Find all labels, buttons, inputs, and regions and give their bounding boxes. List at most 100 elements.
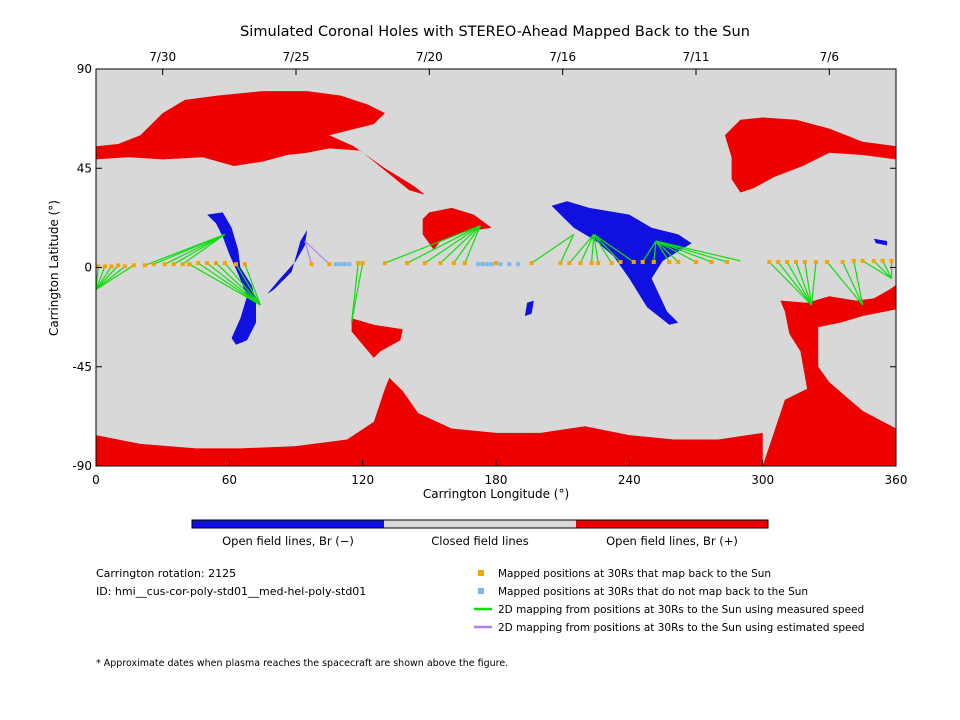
y-tick-label: 90: [77, 62, 92, 76]
measured-mapping-line: [464, 225, 481, 264]
mapped-position-point: [767, 259, 772, 264]
mapped-position-point: [776, 259, 781, 264]
y-tick-label: 45: [77, 161, 92, 175]
x-tick-label: 180: [485, 473, 508, 487]
top-date-tick-label: 7/20: [416, 50, 443, 64]
mapped-position-point: [825, 259, 830, 264]
mapped-position-point: [794, 259, 798, 264]
measured-mapping-line: [96, 266, 106, 290]
measured-mapping-line: [153, 233, 226, 265]
mapped-position-point: [631, 259, 636, 264]
mapped-position-point: [382, 261, 387, 266]
x-tick-label: 60: [222, 473, 237, 487]
measured-mapping-line: [189, 263, 261, 306]
unmapped-position-point: [485, 262, 490, 267]
measured-mapping-line: [655, 240, 697, 263]
mapped-position-point: [802, 259, 807, 264]
unmapped-position-point: [516, 262, 521, 267]
footnote: * Approximate dates when plasma reaches …: [96, 658, 508, 669]
mapped-position-point: [676, 259, 681, 264]
mapped-position-point: [589, 261, 594, 266]
mapped-position-point: [578, 261, 583, 266]
measured-mapping-line: [350, 263, 359, 323]
legend-swatch: [478, 588, 484, 594]
mapped-position-point: [171, 262, 176, 267]
mapped-position-point: [131, 263, 136, 268]
measured-mapping-line: [440, 225, 481, 264]
chart-title: Simulated Coronal Holes with STEREO-Ahea…: [240, 24, 750, 40]
measured-mapping-line: [810, 261, 817, 306]
mapped-position-point: [309, 262, 314, 267]
unmapped-position-point: [489, 262, 494, 267]
measured-mapping-line: [568, 234, 595, 264]
colorbar-label: Open field lines, Br (+): [606, 534, 738, 548]
measured-mapping-line: [424, 225, 481, 264]
colorbar-segment: [192, 520, 384, 528]
measured-mapping-line: [96, 265, 126, 291]
mapped-position-point: [618, 259, 623, 264]
measured-mapping-line: [873, 260, 892, 279]
mapped-position-point: [222, 261, 227, 266]
plot-area: 0 60 120 180 240 300 360 -90 -45 0 45 90 7/30 7/25 7/2…: [72, 50, 907, 487]
x-tick-label: 120: [351, 473, 374, 487]
top-date-tick-label: 7/16: [549, 50, 576, 64]
mapped-position-point: [494, 261, 498, 266]
measured-mapping-line: [164, 233, 226, 265]
measured-mapping-line: [653, 240, 657, 263]
mapped-position-point: [558, 261, 563, 266]
mapped-position-point: [180, 262, 185, 267]
measured-mapping-line: [655, 240, 679, 263]
mapped-position-point: [438, 261, 443, 266]
colorbar-label: Open field lines, Br (−): [222, 534, 354, 548]
mapped-position-point: [214, 261, 218, 266]
unmapped-position-point: [498, 262, 503, 267]
y-tick-label: 0: [84, 261, 92, 275]
measured-mapping-line: [862, 260, 892, 280]
measured-mapping-line: [655, 240, 712, 263]
open-positive-region-south-equatorial: [762, 285, 896, 466]
measured-mapping-line: [96, 264, 135, 291]
unmapped-position-point: [347, 262, 352, 267]
mapped-position-point: [596, 261, 601, 266]
measured-mapping-line: [655, 240, 728, 263]
open-positive-region-mid-blob: [422, 207, 492, 250]
mapped-position-point: [327, 262, 332, 267]
open-positive-region-south-polar: [96, 377, 763, 466]
mapped-position-point: [840, 259, 845, 264]
measured-mapping-line: [224, 262, 261, 306]
x-tick-label: 0: [92, 473, 100, 487]
measured-mapping-line: [350, 262, 364, 323]
measured-mapping-line: [197, 262, 261, 306]
mapped-position-point: [851, 258, 856, 263]
run-id-text: ID: hmi__cus-cor-poly-std01__med-hel-pol…: [96, 585, 366, 598]
measured-mapping-line: [96, 264, 119, 290]
x-tick-label: 360: [885, 473, 908, 487]
measured-mapping-line: [593, 234, 613, 264]
mapped-position-point: [640, 259, 645, 264]
mapped-position-point: [196, 261, 201, 266]
legend: Mapped positions at 30Rs that map back t…: [474, 568, 865, 634]
measured-mapping-line: [593, 233, 635, 263]
mapped-position-point: [871, 258, 876, 263]
mapped-position-point: [142, 263, 147, 268]
measured-mapping-line: [579, 234, 595, 264]
unmapped-position-point: [476, 262, 481, 267]
unmapped-position-point: [342, 262, 347, 267]
open-negative-region-speck-2: [873, 238, 888, 246]
measured-mapping-line: [655, 240, 741, 262]
measured-mapping-line: [882, 260, 893, 279]
measured-mapping-line: [655, 240, 670, 263]
mapped-position-point: [567, 261, 572, 266]
open-positive-region-north-polar-east: [724, 117, 896, 193]
measured-mapping-line: [244, 263, 262, 306]
mapped-position-point: [109, 264, 114, 269]
colorbar-frame: [191, 519, 769, 529]
measured-mapping-line: [642, 240, 657, 263]
measured-mapping-line: [182, 233, 226, 265]
open-positive-region-south-blob: [351, 318, 403, 358]
colorbar-label: Closed field lines: [431, 534, 529, 548]
mapped-position-point: [725, 259, 730, 264]
measured-mapping-line: [795, 261, 813, 306]
y-tick-label: -45: [72, 360, 92, 374]
legend-label: 2D mapping from positions at 30Rs to the…: [498, 622, 865, 634]
